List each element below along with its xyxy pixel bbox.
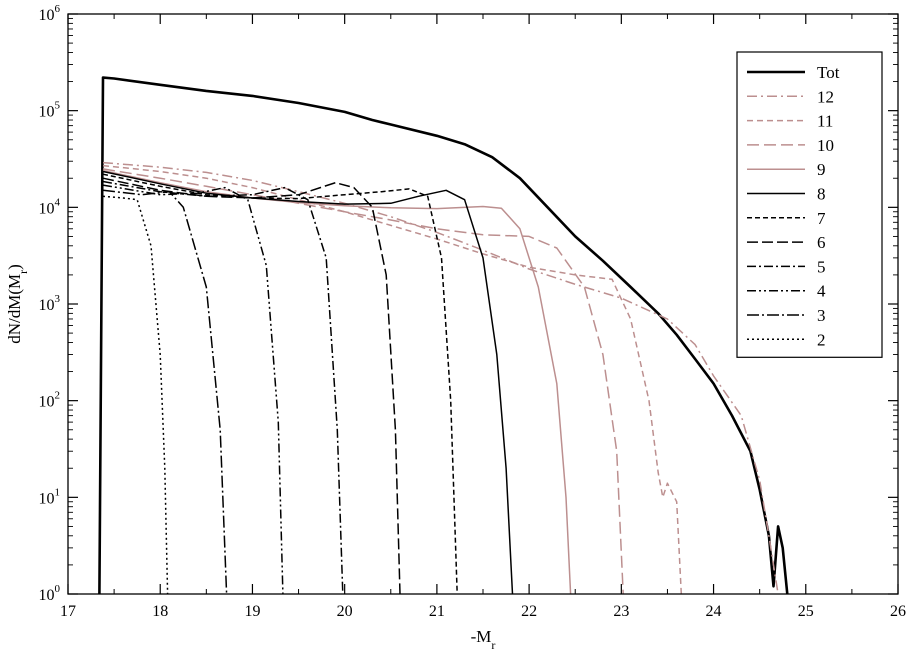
legend-label: 5 <box>817 257 826 276</box>
y-tick-label: 104 <box>39 196 61 217</box>
series-line-6 <box>102 177 401 594</box>
series-layer <box>98 76 789 594</box>
legend-box <box>736 51 883 358</box>
legend-label: 2 <box>817 330 826 349</box>
x-tick-label: 19 <box>244 603 260 620</box>
y-axis-title: dN/dM(Mr) <box>5 264 30 344</box>
legend-label: 6 <box>817 233 826 252</box>
x-tick-label: 21 <box>429 603 445 620</box>
series-line-10 <box>102 168 624 594</box>
y-tick-label: 101 <box>39 486 61 507</box>
x-tick-label: 25 <box>798 603 814 620</box>
series-line-8 <box>102 170 514 594</box>
y-tick-label: 106 <box>39 3 61 24</box>
legend-label: 7 <box>817 209 826 228</box>
y-tick-label: 102 <box>39 390 61 411</box>
x-tick-label: 18 <box>152 603 168 620</box>
y-tick-label: 103 <box>39 293 61 314</box>
x-axis-title: -Mr <box>471 627 496 652</box>
ticks-layer <box>67 13 899 595</box>
legend-label: 10 <box>817 136 834 155</box>
series-line-9 <box>102 169 572 594</box>
x-tick-label: 26 <box>890 603 906 620</box>
legend-label: 12 <box>817 87 834 106</box>
series-line-12 <box>102 161 779 594</box>
series-line-tot <box>98 76 789 594</box>
x-tick-label: 24 <box>706 603 722 620</box>
series-line-5 <box>102 180 344 594</box>
y-tick-label: 105 <box>39 100 61 121</box>
legend-label: 3 <box>817 306 826 325</box>
legend-label: 9 <box>817 160 826 179</box>
series-line-4 <box>102 184 284 594</box>
series-line-11 <box>102 164 683 594</box>
series-line-7 <box>102 173 458 594</box>
series-line-2 <box>102 195 169 594</box>
legend-label: 4 <box>817 282 826 301</box>
y-tick-label: 100 <box>39 583 61 604</box>
x-tick-label: 20 <box>337 603 353 620</box>
tick-labels-layer: 17 18 19 20 21 22 23 24 25 2610010110210310410510… <box>39 3 907 620</box>
legend: Tot 12 11 10 9 8 7 6 5 4 3 2 <box>736 51 883 358</box>
series-line-3 <box>102 189 228 594</box>
legend-label: 11 <box>817 112 833 131</box>
x-tick-label: 17 <box>60 603 76 620</box>
x-tick-label: 23 <box>613 603 629 620</box>
legend-label: 8 <box>817 185 826 204</box>
legend-label: Tot <box>817 63 840 82</box>
x-tick-label: 22 <box>521 603 537 620</box>
